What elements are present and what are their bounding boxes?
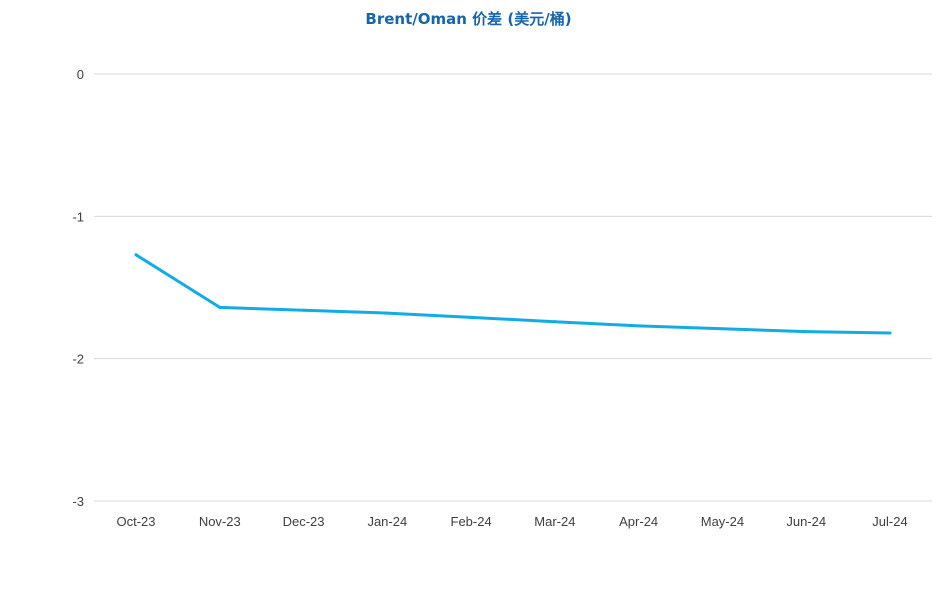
x-tick-label: Jul-24 <box>872 514 907 529</box>
data-point <box>888 331 892 335</box>
x-tick-label: May-24 <box>701 514 744 529</box>
data-point <box>385 311 389 315</box>
y-tick-label: -3 <box>72 494 84 509</box>
x-tick-label: Mar-24 <box>534 514 575 529</box>
chart-title: Brent/Oman 价差 (美元/桶) <box>365 10 572 28</box>
series-line <box>134 253 892 335</box>
data-point <box>134 253 138 257</box>
data-point <box>469 315 473 319</box>
y-tick-label: 0 <box>77 67 84 82</box>
y-tick-label: -1 <box>72 209 84 224</box>
data-point <box>553 320 557 324</box>
data-point <box>804 330 808 334</box>
data-point <box>302 308 306 312</box>
x-tick-label: Apr-24 <box>619 514 658 529</box>
y-tick-label: -2 <box>72 352 84 367</box>
x-tick-label: Feb-24 <box>451 514 492 529</box>
x-tick-label: Nov-23 <box>199 514 241 529</box>
x-tick-label: Jan-24 <box>367 514 407 529</box>
data-point <box>720 327 724 331</box>
x-tick-label: Jun-24 <box>786 514 826 529</box>
data-point <box>218 305 222 309</box>
x-tick-label: Oct-23 <box>116 514 155 529</box>
data-point <box>637 324 641 328</box>
x-tick-label: Dec-23 <box>283 514 325 529</box>
